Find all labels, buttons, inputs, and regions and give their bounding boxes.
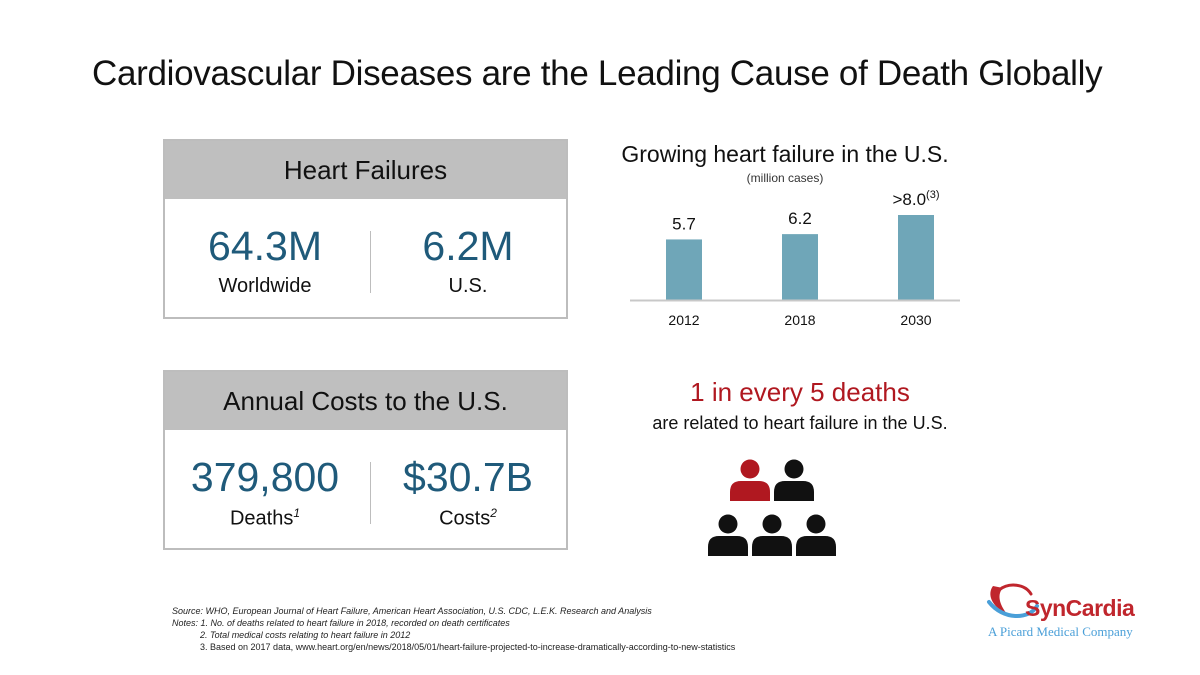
costs-value: $30.7B	[403, 454, 533, 500]
x-tick-2018: 2018	[784, 312, 815, 328]
worldwide-value: 64.3M	[208, 223, 322, 269]
note-1: Notes: 1. No. of deaths related to heart…	[172, 618, 510, 628]
costs-label: Costs2	[368, 506, 568, 531]
us-label: U.S.	[448, 275, 488, 297]
page-title: Cardiovascular Diseases are the Leading …	[92, 54, 1103, 93]
bar-2018	[782, 234, 818, 300]
people-pictogram	[708, 459, 836, 556]
deaths-stat: 379,800 Deaths1	[165, 430, 365, 531]
worldwide-label: Worldwide	[218, 275, 312, 297]
note-2: 2. Total medical costs relating to heart…	[200, 630, 411, 640]
x-tick-2012: 2012	[668, 312, 699, 328]
annual-costs-card: Annual Costs to the U.S. 379,800 Deaths1…	[163, 370, 568, 550]
data-label-footnote-ref: (3)	[926, 189, 939, 201]
us-value: 6.2M	[422, 223, 514, 269]
heart-failures-card: Heart Failures 64.3M Worldwide 6.2M U.S.	[163, 139, 568, 319]
chart-subtitle: (million cases)	[746, 171, 824, 185]
bar-2030	[898, 215, 934, 300]
stat-divider	[370, 231, 371, 293]
x-tick-2030: 2030	[900, 312, 931, 328]
heart-failures-body: 64.3M Worldwide 6.2M U.S.	[165, 199, 566, 317]
bar-2012	[666, 239, 702, 300]
logo-tagline: A Picard Medical Company	[988, 624, 1133, 639]
annual-costs-header: Annual Costs to the U.S.	[165, 372, 566, 430]
person-icon	[774, 459, 814, 501]
deaths-footnote-ref: 1	[293, 506, 301, 520]
us-stat: 6.2M U.S.	[368, 199, 568, 298]
data-label-2018: 6.2	[788, 209, 812, 228]
deaths-subline: are related to heart failure in the U.S.	[652, 413, 948, 433]
deaths-headline: 1 in every 5 deaths	[690, 377, 910, 407]
source-note: Source: WHO, European Journal of Heart F…	[172, 606, 652, 616]
data-label-2012: 5.7	[672, 214, 696, 233]
person-icon-highlighted	[730, 459, 770, 501]
deaths-value: 379,800	[190, 454, 340, 500]
person-icon	[796, 514, 836, 556]
data-label-2030: >8.0(3)	[892, 189, 939, 209]
deaths-label-text: Deaths	[229, 507, 294, 530]
chart-title: Growing heart failure in the U.S.	[621, 141, 949, 167]
stat-divider	[370, 462, 371, 524]
syncardia-logo: SynCardia A Picard Medical Company	[985, 580, 1155, 640]
heart-failure-bar-chart: 5.7 2012 6.2 2018 >8.0(3) 2030	[630, 189, 960, 328]
note-3: 3. Based on 2017 data, www.heart.org/en/…	[200, 642, 736, 652]
worldwide-stat: 64.3M Worldwide	[165, 199, 365, 298]
costs-stat: $30.7B Costs2	[368, 430, 568, 531]
heart-swoosh-icon	[987, 583, 1039, 619]
annual-costs-body: 379,800 Deaths1 $30.7B Costs2	[165, 430, 566, 548]
person-icon	[752, 514, 792, 556]
heart-failures-header: Heart Failures	[165, 141, 566, 199]
deaths-label: Deaths1	[165, 506, 365, 531]
costs-label-text: Costs	[439, 507, 491, 530]
logo-name: SynCardia	[1025, 595, 1135, 621]
footnotes: Source: WHO, European Journal of Heart F…	[172, 605, 735, 653]
person-icon	[708, 514, 748, 556]
costs-footnote-ref: 2	[490, 506, 497, 520]
